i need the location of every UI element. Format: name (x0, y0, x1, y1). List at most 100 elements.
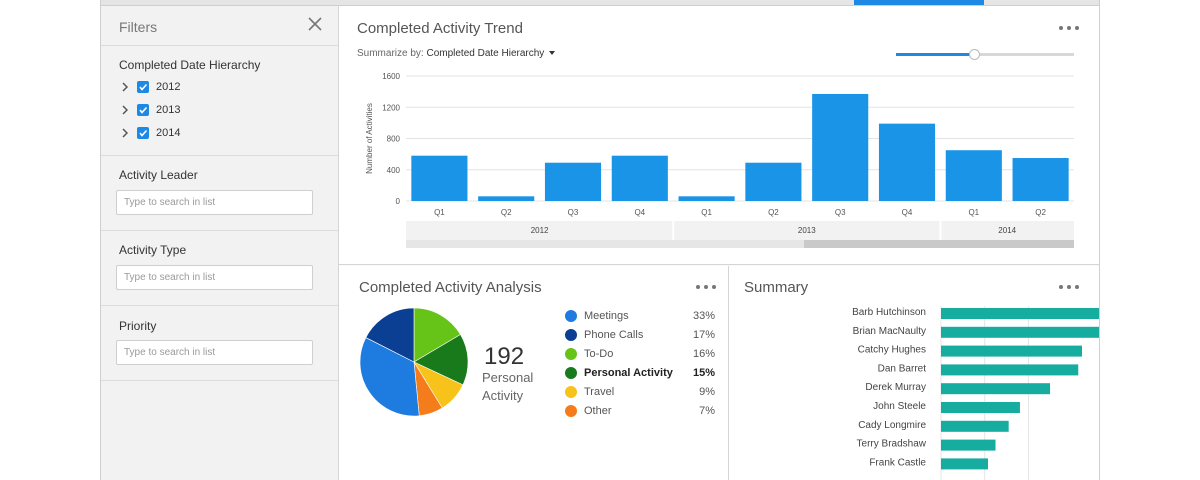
legend-item[interactable]: Personal Activity 15% (565, 365, 715, 381)
active-tab-indicator[interactable] (854, 0, 984, 5)
activity-leader-filter: Activity Leader (101, 156, 338, 231)
slider-fill (896, 53, 975, 56)
chevron-right-icon[interactable] (119, 104, 131, 116)
total-count: 192 (484, 343, 525, 370)
checkbox-2014[interactable] (137, 127, 149, 139)
legend-label: To-Do (584, 348, 614, 360)
close-icon[interactable] (306, 15, 324, 33)
summary-row-label: Brian MacNaulty (853, 326, 926, 337)
legend-swatch (565, 348, 577, 360)
trend-title: Completed Activity Trend (357, 20, 523, 37)
bar (544, 162, 602, 201)
summary-bar (941, 308, 1099, 319)
tree-label-2013: 2013 (156, 104, 181, 116)
analysis-title: Completed Activity Analysis (359, 279, 542, 296)
year-label: 2012 (531, 226, 549, 235)
pie-slice (413, 307, 461, 363)
year-label: 2013 (798, 226, 816, 235)
activity-pie-chart (359, 307, 469, 417)
scroll-thumb (804, 240, 1074, 248)
legend-percent: 15% (692, 367, 715, 379)
legend-swatch (565, 405, 577, 417)
summary-row-label: Catchy Hughes (858, 345, 926, 356)
tree-item-2012[interactable]: 2012 (119, 79, 180, 95)
x-tick-label: Q2 (768, 208, 779, 217)
summary-bar (941, 439, 996, 451)
summary-row-label: Dan Barret (878, 363, 927, 374)
bar (945, 150, 1002, 201)
summary-bar (941, 326, 1099, 338)
activity-type-label: Activity Type (119, 243, 187, 257)
summary-bar (941, 345, 1082, 357)
bar (411, 155, 468, 201)
y-tick-label: 0 (396, 197, 401, 206)
summary-row-label: Cady Longmire (858, 420, 926, 431)
bar (812, 93, 869, 201)
checkbox-2012[interactable] (137, 81, 149, 93)
legend-label: Other (584, 405, 612, 417)
summary-bar (941, 458, 988, 470)
analysis-more-icon[interactable] (696, 285, 716, 291)
legend-swatch (565, 329, 577, 341)
bar (878, 123, 936, 201)
bar (611, 155, 668, 201)
y-tick-label: 1200 (382, 103, 400, 112)
legend-label: Phone Calls (584, 329, 644, 341)
legend-swatch (565, 386, 577, 398)
summary-panel: Barb Hutchinson Brian MacNaulty Catchy Hug… (729, 266, 1099, 480)
summary-row-label: Barb Hutchinson (852, 307, 926, 318)
scroll-track (406, 240, 1074, 248)
trend-chart: 0 400 800 1200 1600 Number of Activities Q1 Q2 Q… (365, 72, 1074, 248)
summary-title: Summary (744, 279, 809, 296)
tree-item-2014[interactable]: 2014 (119, 125, 180, 141)
activity-type-search-input[interactable] (116, 265, 313, 290)
pie-slice (413, 334, 469, 386)
legend-label: Travel (584, 386, 615, 398)
x-tick-label: Q1 (434, 208, 445, 217)
chevron-right-icon[interactable] (119, 127, 131, 139)
bar (678, 196, 735, 201)
x-tick-label: Q4 (902, 208, 913, 217)
summary-bar-chart: Barb Hutchinson Brian MacNaulty Catchy Hug… (852, 306, 1099, 480)
bar (745, 162, 802, 201)
legend-label: Meetings (584, 310, 629, 322)
legend-item[interactable]: To-Do 16% (565, 346, 715, 362)
trend-more-icon[interactable] (1059, 26, 1079, 32)
chevron-right-icon[interactable] (119, 81, 131, 93)
legend-item[interactable]: Other 7% (565, 403, 715, 419)
filters-sidebar: Filters Completed Date Hierarchy 2012 20… (101, 6, 339, 480)
legend-percent: 17% (692, 329, 715, 341)
y-tick-label: 400 (387, 166, 401, 175)
legend-item[interactable]: Phone Calls 17% (565, 327, 715, 343)
legend-label: Personal Activity (584, 367, 673, 379)
priority-search-input[interactable] (116, 340, 313, 365)
legend-percent: 16% (692, 348, 715, 360)
slider-track (896, 53, 1074, 56)
legend-item[interactable]: Meetings 33% (565, 308, 715, 324)
summary-row-label: Terry Bradshaw (857, 439, 927, 450)
top-tab-bar (101, 0, 1099, 6)
filters-header: Filters (101, 6, 338, 46)
summarize-dropdown[interactable]: Completed Date Hierarchy (426, 48, 556, 59)
date-hierarchy-filter: Completed Date Hierarchy 2012 2013 2014 (101, 46, 338, 156)
slider-thumb[interactable] (969, 49, 981, 60)
y-tick-label: 1600 (382, 72, 400, 81)
legend-percent: 33% (692, 310, 715, 322)
activity-type-filter: Activity Type (101, 231, 338, 306)
zoom-slider[interactable] (896, 49, 1074, 60)
y-axis-label: Number of Activities (365, 103, 374, 174)
priority-filter: Priority (101, 306, 338, 381)
bar (1012, 158, 1069, 201)
checkbox-2013[interactable] (137, 104, 149, 116)
activity-leader-search-input[interactable] (116, 190, 313, 215)
filters-title: Filters (119, 19, 158, 35)
legend-percent: 7% (699, 405, 715, 417)
tree-item-2013[interactable]: 2013 (119, 102, 180, 118)
x-tick-label: Q3 (835, 208, 846, 217)
summarize-value: Completed Date Hierarchy (426, 48, 545, 59)
legend-percent: 9% (699, 386, 715, 398)
date-hierarchy-label: Completed Date Hierarchy (119, 58, 261, 72)
legend-item[interactable]: Travel 9% (565, 384, 715, 400)
activity-analysis-panel: Completed Activity Analysis 192 Personal… (339, 266, 729, 480)
summary-more-icon[interactable] (1059, 285, 1079, 291)
